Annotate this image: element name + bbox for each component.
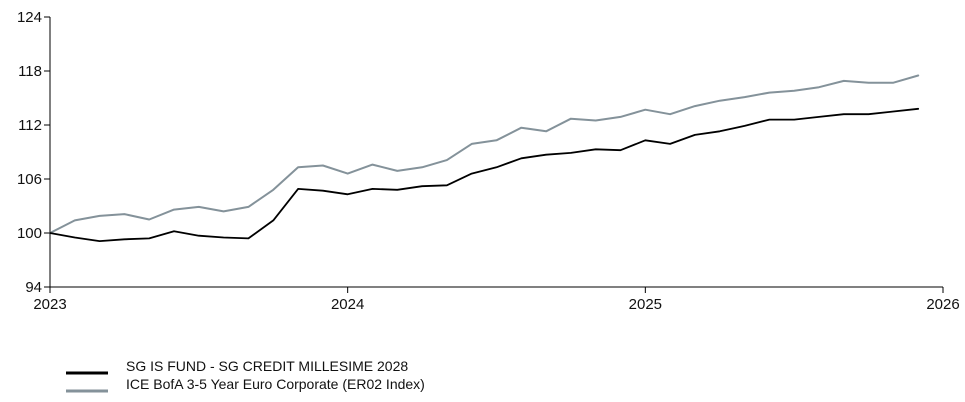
x-tick-label: 2024 [331,296,364,313]
x-tick-label: 2023 [33,296,66,313]
legend-label-2: ICE BofA 3-5 Year Euro Corporate (ER02 I… [126,376,425,392]
x-tick-label: 2025 [629,296,662,313]
series-line-1 [49,107,920,243]
y-tick-label: 124 [17,9,42,26]
y-tick-label: 94 [25,279,42,296]
series-line-2 [49,74,920,234]
y-tick-label: 100 [17,225,42,242]
legend-label-1: SG IS FUND - SG CREDIT MILLESIME 2028 [126,358,408,374]
y-tick-label: 106 [17,171,42,188]
x-tick-label: 2026 [926,296,959,313]
series-lines [49,74,920,243]
y-tick-label: 118 [18,63,42,80]
legend: SG IS FUND - SG CREDIT MILLESIME 2028 ICE… [66,358,425,393]
axes: 94 100 106 112 118 124 2023 2024 2025 2026 [17,9,960,313]
y-tick-label: 112 [18,117,42,134]
